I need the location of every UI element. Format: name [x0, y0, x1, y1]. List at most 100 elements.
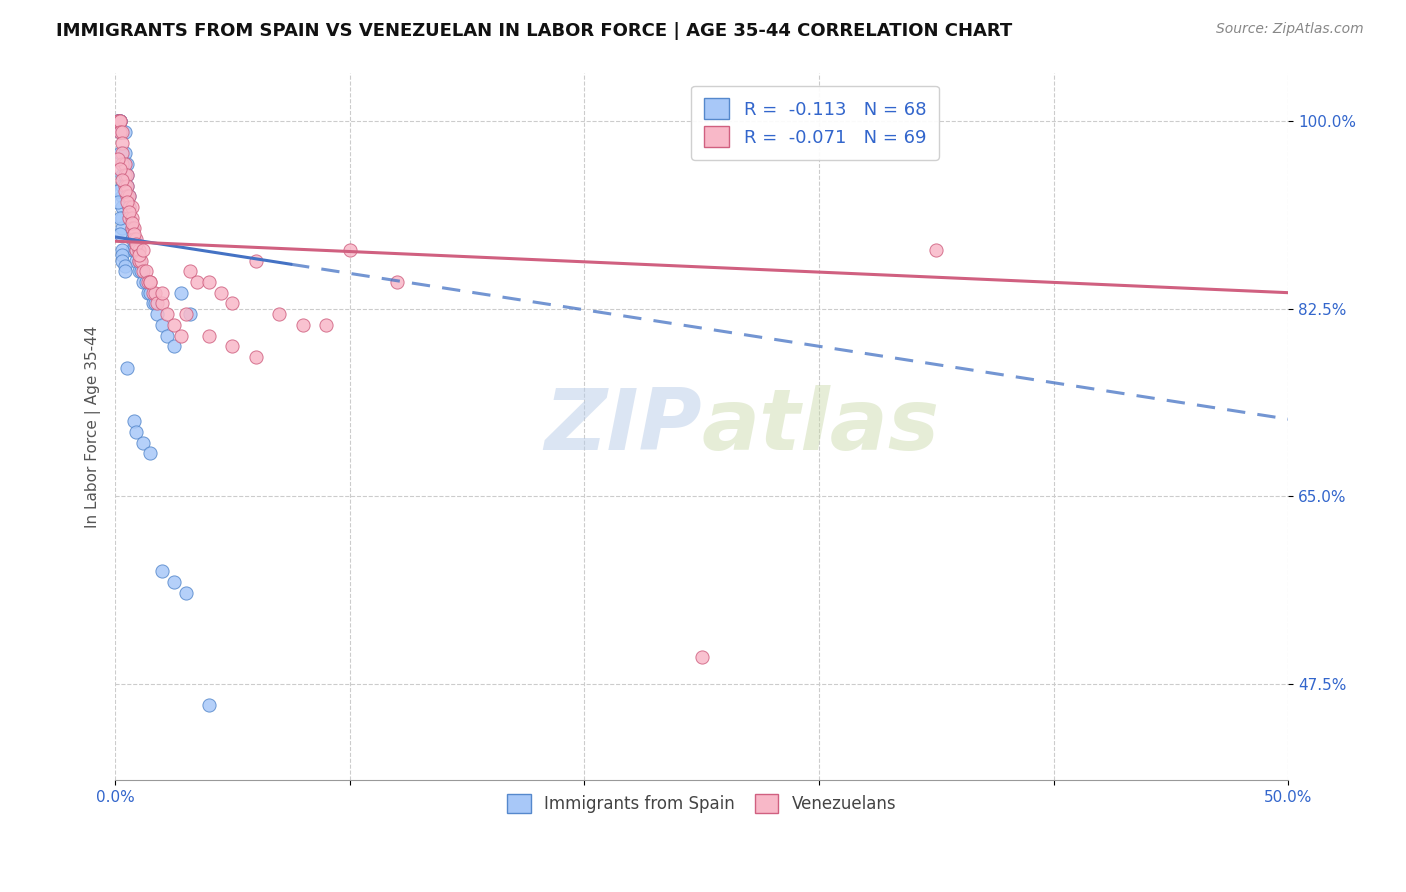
Point: [111, 221, 134, 235]
Point: [245, 253, 267, 268]
Point: [142, 285, 165, 300]
Point: [125, 243, 148, 257]
Point: [315, 318, 337, 332]
Point: [115, 178, 138, 193]
Point: [245, 350, 267, 364]
Point: [121, 221, 143, 235]
Point: [125, 237, 148, 252]
Point: [115, 360, 138, 375]
Point: [128, 248, 150, 262]
Point: [125, 253, 148, 268]
Point: [385, 275, 408, 289]
Point: [111, 178, 134, 193]
Point: [114, 157, 136, 171]
Point: [136, 285, 159, 300]
Point: [118, 211, 141, 225]
Point: [108, 146, 131, 161]
Point: [179, 264, 201, 278]
Point: [108, 114, 131, 128]
Point: [122, 221, 145, 235]
Point: [114, 146, 136, 161]
Point: [122, 232, 145, 246]
Point: [114, 157, 136, 171]
Point: [198, 275, 221, 289]
Point: [111, 253, 134, 268]
Point: [128, 253, 150, 268]
Point: [198, 698, 221, 713]
Point: [136, 275, 159, 289]
Point: [118, 200, 141, 214]
Point: [142, 296, 165, 310]
Point: [163, 339, 186, 353]
Point: [118, 189, 141, 203]
Point: [107, 152, 129, 166]
Point: [146, 296, 169, 310]
Point: [114, 178, 136, 193]
Point: [111, 136, 134, 150]
Point: [108, 125, 131, 139]
Point: [143, 296, 166, 310]
Point: [121, 211, 143, 225]
Point: [132, 264, 155, 278]
Point: [139, 275, 162, 289]
Point: [111, 189, 134, 203]
Point: [146, 307, 169, 321]
Point: [269, 307, 291, 321]
Point: [291, 318, 314, 332]
Point: [150, 564, 173, 578]
Point: [132, 435, 155, 450]
Point: [111, 168, 134, 182]
Point: [925, 243, 948, 257]
Point: [690, 650, 713, 665]
Point: [114, 168, 136, 182]
Point: [108, 114, 131, 128]
Point: [221, 339, 243, 353]
Point: [121, 221, 143, 235]
Point: [129, 264, 152, 278]
Text: atlas: atlas: [702, 385, 939, 468]
Point: [108, 114, 131, 128]
Point: [114, 125, 136, 139]
Point: [125, 243, 148, 257]
Point: [107, 114, 129, 128]
Text: IMMIGRANTS FROM SPAIN VS VENEZUELAN IN LABOR FORCE | AGE 35-44 CORRELATION CHART: IMMIGRANTS FROM SPAIN VS VENEZUELAN IN L…: [56, 22, 1012, 40]
Point: [111, 146, 134, 161]
Point: [143, 285, 166, 300]
Point: [114, 259, 136, 273]
Point: [108, 114, 131, 128]
Point: [115, 168, 138, 182]
Text: ZIP: ZIP: [544, 385, 702, 468]
Point: [339, 243, 361, 257]
Point: [125, 232, 148, 246]
Point: [121, 232, 143, 246]
Text: Source: ZipAtlas.com: Source: ZipAtlas.com: [1216, 22, 1364, 37]
Point: [118, 200, 141, 214]
Point: [107, 114, 129, 128]
Point: [111, 248, 134, 262]
Point: [139, 446, 162, 460]
Point: [139, 275, 162, 289]
Point: [122, 243, 145, 257]
Point: [107, 114, 129, 128]
Point: [122, 232, 145, 246]
Point: [111, 173, 134, 187]
Point: [135, 275, 157, 289]
Point: [150, 285, 173, 300]
Point: [115, 194, 138, 209]
Point: [111, 157, 134, 171]
Point: [108, 125, 131, 139]
Point: [111, 200, 134, 214]
Point: [198, 328, 221, 343]
Point: [128, 253, 150, 268]
Point: [108, 211, 131, 225]
Point: [125, 425, 148, 439]
Point: [114, 264, 136, 278]
Point: [174, 586, 197, 600]
Point: [129, 253, 152, 268]
Point: [118, 189, 141, 203]
Point: [107, 194, 129, 209]
Point: [122, 227, 145, 241]
Point: [107, 184, 129, 198]
Point: [115, 168, 138, 182]
Point: [156, 328, 179, 343]
